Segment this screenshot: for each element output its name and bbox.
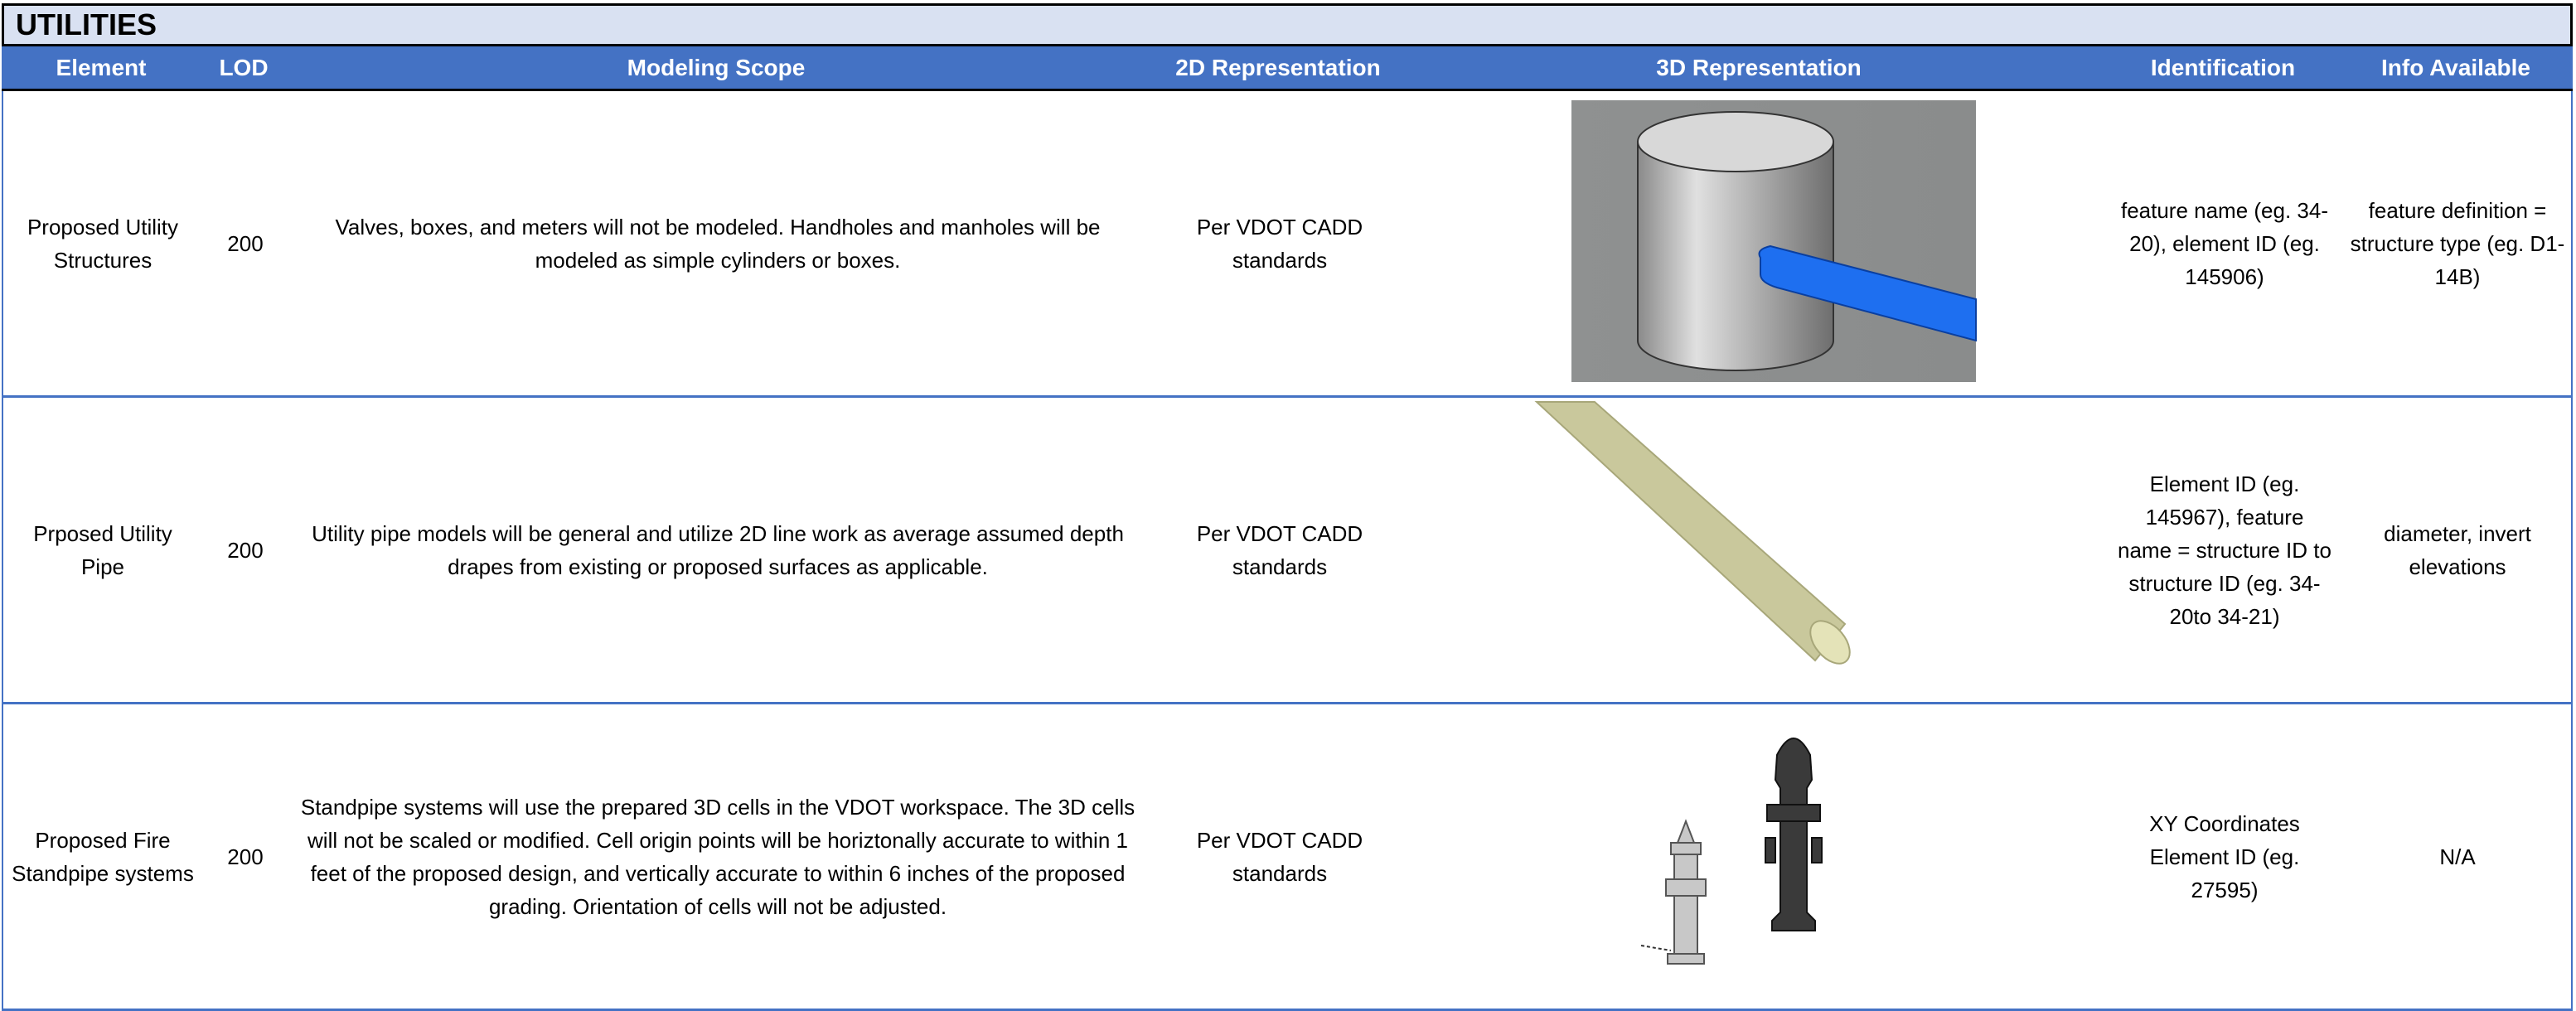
column-header: Identification bbox=[2150, 54, 2296, 80]
header-row: Element LOD Modeling Scope 2D Representa… bbox=[2, 46, 2573, 91]
cell: Element ID (eg. 145967), feature name = … bbox=[2118, 471, 2331, 629]
cell: Utility pipe models will be general and … bbox=[312, 520, 1124, 579]
cell: 200 bbox=[227, 230, 264, 256]
cell-image bbox=[1412, 398, 2109, 702]
table-row: Proposed Fire Standpipe systems 200 Stan… bbox=[2, 704, 2573, 1011]
cell: feature name (eg. 34-20), element ID (eg… bbox=[2120, 197, 2329, 289]
column-header: 2D Representation bbox=[1175, 54, 1381, 80]
column-header: 3D Representation bbox=[1656, 54, 1862, 80]
column-header: Modeling Scope bbox=[627, 54, 806, 80]
cell: feature definition = structure type (eg.… bbox=[2350, 197, 2565, 289]
cell: Per VDOT CADD standards bbox=[1196, 827, 1363, 886]
table-row: Prposed Utility Pipe 200 Utility pipe mo… bbox=[2, 398, 2573, 704]
column-header: Element bbox=[56, 54, 147, 80]
standpipe-image bbox=[1640, 737, 1823, 965]
cell: XY Coordinates Element ID (eg. 27595) bbox=[2149, 810, 2300, 902]
table-title: UTILITIES bbox=[2, 3, 2573, 46]
cell: Proposed Fire Standpipe systems bbox=[12, 827, 194, 886]
structure-image bbox=[1571, 100, 1977, 382]
cell: Standpipe systems will use the prepared … bbox=[300, 794, 1135, 919]
cell: 200 bbox=[227, 537, 264, 563]
column-header: LOD bbox=[219, 54, 269, 80]
table-row: Proposed Utility Structures 200 Valves, … bbox=[2, 91, 2573, 398]
cell: Proposed Utility Structures bbox=[27, 214, 179, 273]
cell: Per VDOT CADD standards bbox=[1196, 520, 1363, 579]
cell: 200 bbox=[227, 844, 264, 869]
cell: Per VDOT CADD standards bbox=[1196, 214, 1363, 273]
cell-image bbox=[1412, 91, 2109, 395]
column-header: Info Available bbox=[2381, 54, 2530, 80]
cell: Prposed Utility Pipe bbox=[33, 520, 172, 579]
cell: diameter, invert elevations bbox=[2384, 520, 2531, 579]
cell: Valves, boxes, and meters will not be mo… bbox=[335, 214, 1101, 273]
cell: N/A bbox=[2439, 844, 2476, 869]
cell-image bbox=[1412, 704, 2109, 1009]
utilities-table: UTILITIES Element LOD Modeling Scope 2D … bbox=[2, 3, 2573, 1011]
pipe-image bbox=[1534, 401, 1851, 665]
